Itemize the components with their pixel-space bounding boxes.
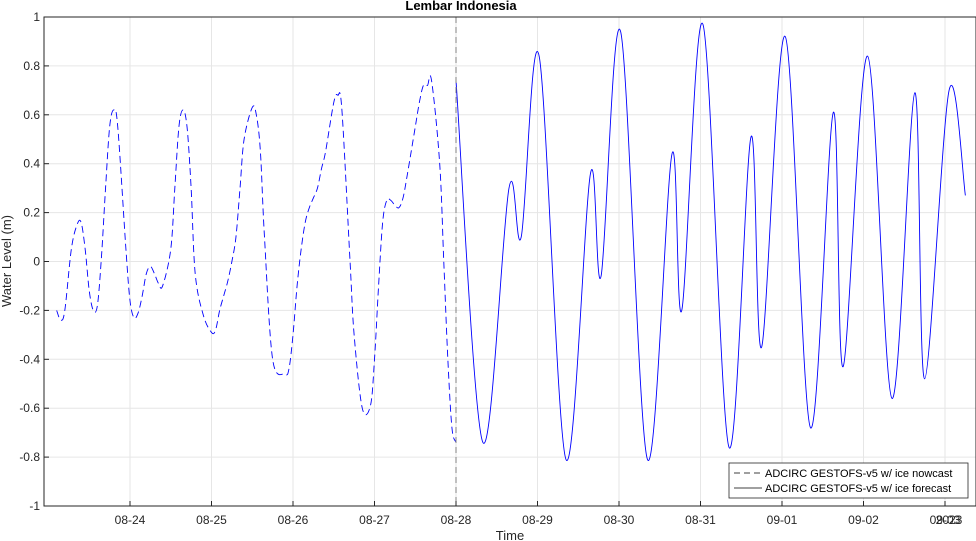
y-tick-label: -1: [29, 499, 40, 513]
legend: ADCIRC GESTOFS-v5 w/ ice nowcast ADCIRC …: [728, 462, 969, 499]
x-tick-label: 08-29: [522, 513, 553, 527]
series-line-forecast: [455, 22, 966, 461]
x-tick-label: 08-25: [196, 513, 227, 527]
x-tick-label: 08-31: [685, 513, 716, 527]
x-tick-label: 09-01: [767, 513, 798, 527]
x-tick-label: 08-26: [278, 513, 309, 527]
y-axis-ticks: -1 -0.8 -0.6 -0.4 -0.2 0 0.2 0.4 0.6 0.8 1: [19, 10, 49, 513]
x-tick-label: 08-28: [441, 513, 472, 527]
legend-label-nowcast: ADCIRC GESTOFS-v5 w/ ice nowcast: [765, 468, 952, 480]
y-tick-label: -0.4: [19, 352, 40, 366]
series-layer: [56, 22, 966, 461]
y-tick-label: 0.2: [23, 206, 40, 220]
grid-lines: [44, 17, 976, 506]
y-tick-label: 0.6: [23, 108, 40, 122]
legend-box: [728, 462, 969, 499]
x-axis-label: Time: [496, 528, 524, 541]
legend-label-forecast: ADCIRC GESTOFS-v5 w/ ice forecast: [765, 483, 951, 495]
x-tick-label: 09-03: [930, 513, 961, 527]
y-tick-label: -0.6: [19, 401, 40, 415]
y-tick-label: -0.8: [19, 450, 40, 464]
x-tick-label: 09-02: [848, 513, 879, 527]
y-tick-label: 1: [33, 10, 40, 24]
x-axis-ticks: 08-24 08-25 08-26 08-27 08-28 08-29 08-30 08-31…: [115, 501, 961, 527]
y-tick-label: -0.2: [19, 303, 40, 317]
x-tick-label: 08-24: [115, 513, 146, 527]
chart-title: Lembar Indonesia: [405, 0, 517, 13]
series-line-nowcast: [56, 75, 457, 443]
x-year-label: 2023: [936, 513, 963, 527]
x-tick-label: 08-27: [359, 513, 390, 527]
y-axis-label: Water Level (m): [0, 215, 14, 307]
y-tick-label: 0: [33, 255, 40, 269]
y-tick-label: 0.4: [23, 157, 40, 171]
x-tick-label: 08-30: [604, 513, 635, 527]
y-tick-label: 0.8: [23, 59, 40, 73]
